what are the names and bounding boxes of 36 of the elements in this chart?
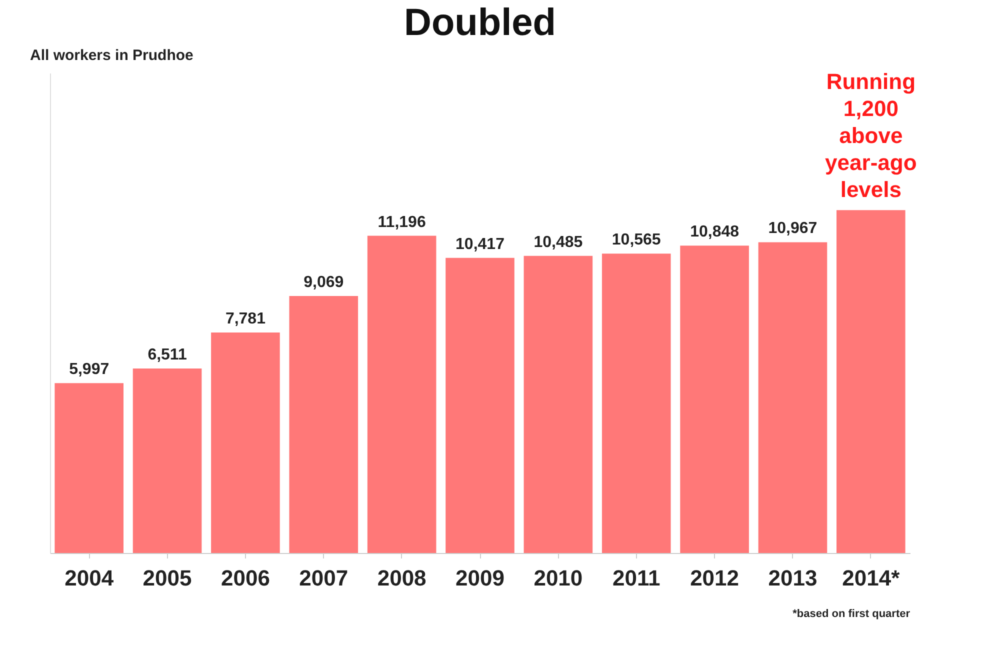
data-label: 10,485 xyxy=(534,234,583,251)
bar xyxy=(758,242,828,553)
text: All workers in Prudhoe xyxy=(30,47,194,64)
x-tick-label: 2010 xyxy=(534,566,583,590)
x-tick-label: 2004 xyxy=(64,566,114,590)
data-label: 6,511 xyxy=(148,346,187,364)
data-label: 10,848 xyxy=(690,224,740,241)
bar xyxy=(680,246,749,553)
bar xyxy=(602,254,671,553)
annotation: Running 1,200 above year-ago levels xyxy=(825,69,917,202)
x-tick-label: 2005 xyxy=(142,566,192,590)
chart-title: Doubled xyxy=(404,2,556,44)
x-tick-label: 2006 xyxy=(220,566,270,590)
bar xyxy=(289,296,358,553)
bar xyxy=(54,383,124,553)
x-tick-label: 2013 xyxy=(768,566,818,590)
bar xyxy=(524,256,593,553)
data-label: 11,196 xyxy=(378,214,426,231)
data-label: 10,565 xyxy=(612,232,661,249)
x-tick-label: 2007 xyxy=(299,566,348,590)
data-label: 10,967 xyxy=(768,220,818,238)
data-label: 10,417 xyxy=(456,236,505,253)
bar xyxy=(367,236,436,553)
data-label: 9,069 xyxy=(304,274,344,292)
x-tick-label: 2011 xyxy=(612,566,660,590)
bar xyxy=(211,332,280,553)
bar xyxy=(446,258,514,553)
bar xyxy=(836,210,906,553)
text: *based on first quarter xyxy=(792,608,911,620)
x-tick-label: 2012 xyxy=(690,566,740,590)
x-tick-label: 2008 xyxy=(377,566,426,590)
data-label: 7,781 xyxy=(225,310,266,328)
bar xyxy=(132,368,202,553)
x-tick-label: 2014* xyxy=(842,566,900,590)
x-tick-label: 2009 xyxy=(456,566,504,590)
data-label: 5,997 xyxy=(69,361,110,378)
